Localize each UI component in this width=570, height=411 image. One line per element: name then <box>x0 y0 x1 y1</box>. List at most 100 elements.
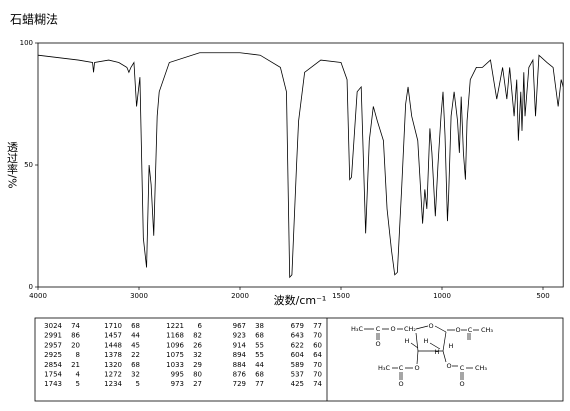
wavenumber-cell: 425 <box>291 380 304 388</box>
wavenumber-cell: 1448 <box>104 341 122 349</box>
structure-label: H₃C <box>378 364 390 372</box>
wavenumber-cell: 537 <box>291 371 304 379</box>
wavenumber-cell: 1320 <box>104 361 122 369</box>
structure-label: O <box>390 325 395 333</box>
transmittance-cell: 4 <box>76 371 81 379</box>
structure-label: H₃C <box>351 325 363 333</box>
x-tick-label: 3000 <box>130 292 148 300</box>
x-tick-label: 500 <box>536 292 549 300</box>
transmittance-cell: 68 <box>255 371 264 379</box>
wavenumber-cell: 1743 <box>44 380 62 388</box>
wavenumber-cell: 995 <box>171 371 184 379</box>
transmittance-cell: 77 <box>255 380 264 388</box>
structure-label: C <box>399 364 404 372</box>
transmittance-cell: 8 <box>76 351 80 359</box>
table-frame <box>34 317 564 402</box>
structure-label: CH₃ <box>481 326 493 334</box>
transmittance-cell: 26 <box>193 341 202 349</box>
structure-label: O <box>375 340 380 348</box>
structure-label: O <box>428 322 433 330</box>
structure-label: O <box>455 326 460 334</box>
spectrum-line <box>37 52 564 279</box>
transmittance-cell: 20 <box>71 341 80 349</box>
wavenumber-cell: 967 <box>233 322 246 330</box>
transmittance-cell: 55 <box>255 351 264 359</box>
plot-frame <box>37 42 564 288</box>
x-tick-label: 2000 <box>231 292 249 300</box>
transmittance-cell: 27 <box>193 380 202 388</box>
structure-label: O <box>398 380 403 388</box>
transmittance-cell: 60 <box>313 341 322 349</box>
y-tick-label: 0 <box>29 283 33 291</box>
wavenumber-cell: 2957 <box>44 341 62 349</box>
structure-bonds <box>364 325 479 380</box>
transmittance-cell: 64 <box>313 351 322 359</box>
wavenumber-cell: 894 <box>233 351 247 359</box>
transmittance-cell: 68 <box>131 361 140 369</box>
wavenumber-cell: 1096 <box>166 341 184 349</box>
transmittance-cell: 74 <box>313 380 322 388</box>
structure-label: CH₃ <box>475 364 487 372</box>
wavenumber-cell: 1710 <box>104 322 122 330</box>
structure-label: O <box>414 364 419 372</box>
wavenumber-cell: 604 <box>291 351 305 359</box>
wavenumber-cell: 643 <box>291 332 304 340</box>
transmittance-cell: 80 <box>193 371 202 379</box>
transmittance-cell: 70 <box>313 361 322 369</box>
transmittance-cell: 38 <box>255 322 264 330</box>
wavenumber-cell: 3024 <box>44 322 62 330</box>
y-tick-label: 50 <box>24 161 33 169</box>
transmittance-cell: 55 <box>255 341 264 349</box>
transmittance-cell: 68 <box>255 332 264 340</box>
wavenumber-cell: 923 <box>233 332 246 340</box>
structure-label: H <box>424 337 429 345</box>
transmittance-cell: 32 <box>131 371 140 379</box>
structure-label: C <box>376 325 381 333</box>
transmittance-cell: 70 <box>313 371 322 379</box>
x-tick-label: 1000 <box>433 292 451 300</box>
transmittance-cell: 22 <box>131 351 140 359</box>
wavenumber-cell: 1221 <box>166 322 184 330</box>
structure-label: H <box>405 337 410 345</box>
wavenumber-cell: 2854 <box>44 361 62 369</box>
wavenumber-cell: 973 <box>171 380 184 388</box>
structure-label: H <box>449 342 454 350</box>
transmittance-cell: 5 <box>76 380 80 388</box>
y-tick-label: 100 <box>20 39 33 47</box>
x-tick-label: 4000 <box>29 292 47 300</box>
wavenumber-cell: 914 <box>233 341 247 349</box>
wavenumber-cell: 1075 <box>166 351 184 359</box>
transmittance-cell: 68 <box>131 322 140 330</box>
transmittance-cell: 74 <box>71 322 80 330</box>
structure-label: O <box>446 362 451 370</box>
transmittance-cell: 5 <box>136 380 140 388</box>
transmittance-cell: 21 <box>71 361 80 369</box>
transmittance-cell: 32 <box>193 351 202 359</box>
structure-label: C <box>468 326 473 334</box>
wavenumber-cell: 729 <box>233 380 246 388</box>
transmittance-cell: 70 <box>313 332 322 340</box>
y-axis-label: 透过率/% <box>6 141 19 188</box>
wavenumber-cell: 2925 <box>44 351 62 359</box>
wavenumber-cell: 884 <box>233 361 247 369</box>
chart-title: 石蜡糊法 <box>10 12 58 27</box>
transmittance-cell: 86 <box>71 332 80 340</box>
transmittance-cell: 82 <box>193 332 202 340</box>
structure-label: O <box>459 380 464 388</box>
wavenumber-cell: 1272 <box>104 371 122 379</box>
transmittance-cell: 6 <box>198 322 203 330</box>
wavenumber-cell: 1378 <box>104 351 122 359</box>
transmittance-cell: 45 <box>131 341 140 349</box>
structure-label: CH₂ <box>404 325 416 333</box>
structure-label: C <box>460 364 465 372</box>
transmittance-cell: 29 <box>193 361 202 369</box>
wavenumber-cell: 1168 <box>166 332 184 340</box>
wavenumber-cell: 1234 <box>104 380 122 388</box>
wavenumber-cell: 679 <box>291 322 304 330</box>
transmittance-cell: 44 <box>131 332 140 340</box>
wavenumber-cell: 1754 <box>44 371 62 379</box>
structure-label: H <box>435 348 440 356</box>
wavenumber-cell: 622 <box>291 341 304 349</box>
wavenumber-cell: 1033 <box>166 361 184 369</box>
